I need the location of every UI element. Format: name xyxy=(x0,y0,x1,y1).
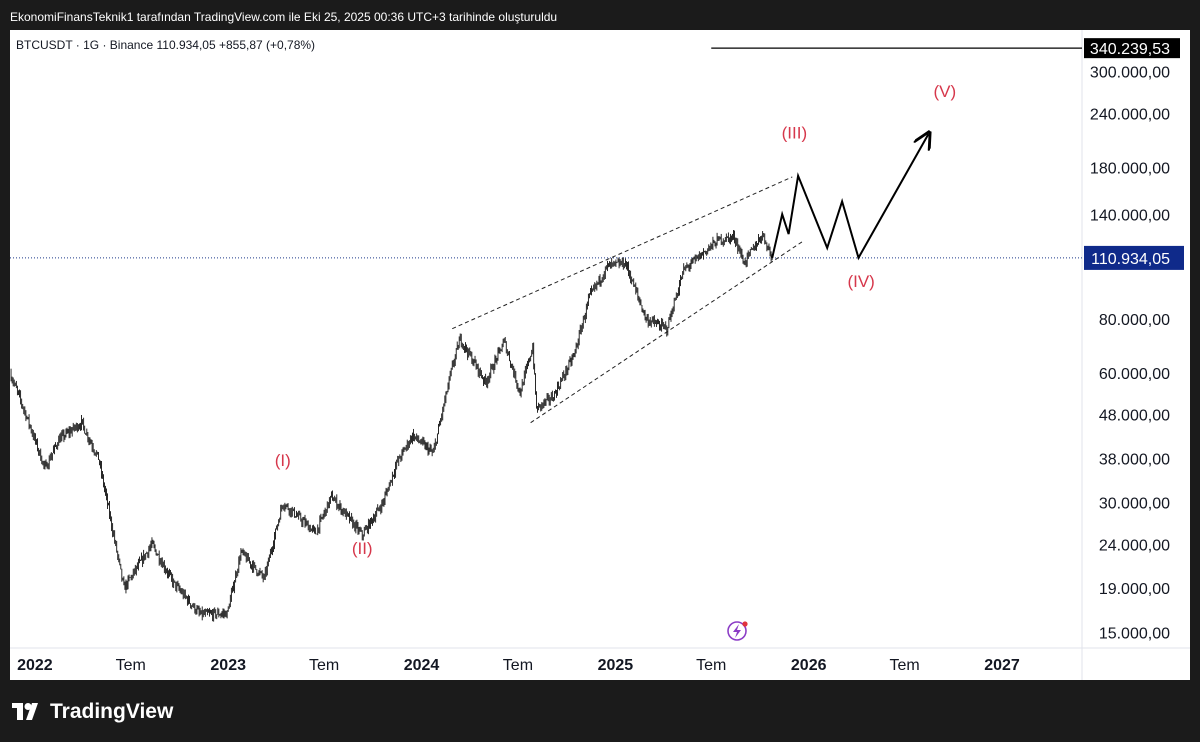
tradingview-footer[interactable]: TradingView xyxy=(12,700,173,724)
tradingview-logo-icon xyxy=(12,703,38,720)
target-price-badge xyxy=(1084,38,1180,59)
wave-label: (V) xyxy=(933,82,956,101)
tradingview-brand: TradingView xyxy=(50,700,174,723)
time-tick-label: Tem xyxy=(503,657,533,674)
price-tick-label: 300.000,00 xyxy=(1090,65,1170,82)
price-tick-label: 240.000,00 xyxy=(1090,106,1170,123)
price-tick-label: 80.000,00 xyxy=(1099,312,1170,329)
wave-label: (II) xyxy=(352,539,373,558)
chart-attribution: EkonomiFinansTeknik1 tarafından TradingV… xyxy=(10,10,558,24)
price-tick-label: 38.000,00 xyxy=(1099,451,1170,468)
price-tick-label: 19.000,00 xyxy=(1099,581,1170,598)
channel-lower-line xyxy=(530,241,803,424)
time-tick-label: 2025 xyxy=(598,657,634,674)
price-tick-label: 48.000,00 xyxy=(1099,408,1170,425)
wave-label: (I) xyxy=(275,451,291,470)
time-tick-label: 2024 xyxy=(404,657,440,674)
price-tick-label: 140.000,00 xyxy=(1090,207,1170,224)
price-tick-label: 24.000,00 xyxy=(1099,537,1170,554)
time-tick-label: 2023 xyxy=(210,657,246,674)
price-tick-label: 15.000,00 xyxy=(1099,625,1170,642)
elliott-projection-path xyxy=(771,134,928,261)
time-tick-label: Tem xyxy=(889,657,919,674)
current-price-badge xyxy=(1084,245,1184,270)
chart-panel[interactable]: BTCUSDT · 1G · Binance 110.934,05 +855,8… xyxy=(10,30,1190,680)
price-tick-label: 30.000,00 xyxy=(1099,496,1170,513)
target-price-label: 340.239,53 xyxy=(1090,41,1170,58)
current-price-label: 110.934,05 xyxy=(1091,251,1170,268)
symbol-info: BTCUSDT · 1G · Binance 110.934,05 +855,8… xyxy=(16,38,315,52)
wave-label: (III) xyxy=(782,123,808,142)
channel-upper-line xyxy=(452,176,793,330)
notification-dot xyxy=(742,621,748,627)
time-tick-label: Tem xyxy=(116,657,146,674)
price-chart[interactable]: BTCUSDT · 1G · Binance 110.934,05 +855,8… xyxy=(10,30,1190,680)
candlestick-series xyxy=(10,229,773,622)
time-tick-label: Tem xyxy=(696,657,726,674)
time-tick-label: 2027 xyxy=(984,657,1020,674)
wave-label: (IV) xyxy=(847,272,874,291)
lightning-glyph xyxy=(733,624,741,638)
time-tick-label: 2026 xyxy=(791,657,827,674)
price-tick-label: 60.000,00 xyxy=(1099,366,1170,383)
price-tick-label: 180.000,00 xyxy=(1090,160,1170,177)
time-tick-label: Tem xyxy=(309,657,339,674)
time-tick-label: 2022 xyxy=(17,657,53,674)
